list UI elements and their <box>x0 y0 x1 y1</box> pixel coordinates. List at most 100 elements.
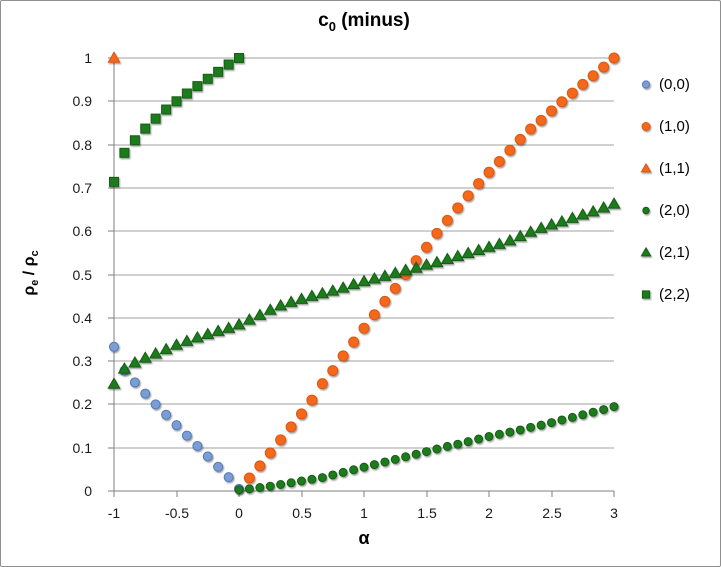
marker-2-1 <box>138 351 152 363</box>
marker-0-0 <box>109 341 119 352</box>
marker-1-0 <box>598 61 610 73</box>
marker-2-0 <box>547 418 556 428</box>
legend-marker-icon <box>640 162 652 173</box>
marker-2-0 <box>286 478 296 488</box>
marker-2-0 <box>526 422 536 432</box>
marker-1-0 <box>608 52 620 64</box>
marker-2-1 <box>555 214 569 227</box>
marker-2-1 <box>461 246 475 258</box>
marker-2-1 <box>253 308 267 320</box>
marker-2-2 <box>223 59 234 70</box>
marker-2-0 <box>432 444 442 454</box>
marker-0-0 <box>213 461 224 472</box>
marker-2-1 <box>315 286 329 299</box>
legend-item-1-0: (1,0) <box>639 116 690 136</box>
series-(2,2) <box>109 53 244 187</box>
marker-2-1 <box>242 313 256 325</box>
legend-label: (2,1) <box>659 243 690 261</box>
marker-2-1 <box>388 266 402 278</box>
marker-2-1 <box>149 346 163 359</box>
marker-2-1 <box>128 356 142 368</box>
legend-item-2-2: (2,2) <box>639 284 690 304</box>
marker-2-0 <box>401 452 411 462</box>
marker-2-0 <box>474 434 484 444</box>
marker-2-2 <box>192 81 203 92</box>
legend-label: (1,1) <box>659 159 690 177</box>
legend-item-2-0: (2,0) <box>639 200 690 220</box>
marker-1-0 <box>389 282 401 294</box>
marker-1-0 <box>462 190 474 202</box>
marker-2-1 <box>222 321 236 333</box>
chart-title: c0 (minus) <box>114 10 614 34</box>
marker-1-0 <box>535 114 547 126</box>
y-axis-title: ρe / ρc <box>21 250 41 295</box>
marker-2-1 <box>326 284 340 296</box>
marker-2-0 <box>244 484 254 494</box>
marker-2-2 <box>181 88 192 99</box>
marker-1-0 <box>431 227 443 239</box>
marker-0-0 <box>202 451 213 462</box>
marker-2-1 <box>607 197 621 209</box>
marker-2-0 <box>390 454 400 464</box>
marker-1-0 <box>337 350 349 362</box>
marker-2-1 <box>305 289 319 301</box>
marker-2-2 <box>171 96 182 107</box>
series-(1,0) <box>243 52 620 484</box>
y-tick-label: 0.4 <box>73 310 93 326</box>
marker-2-1 <box>263 303 277 315</box>
marker-2-1 <box>294 292 309 304</box>
marker-1-0 <box>275 434 287 446</box>
legend-marker-icon <box>641 290 651 299</box>
marker-2-0 <box>234 485 244 495</box>
x-tick-label: 2.5 <box>542 505 562 521</box>
marker-1-0 <box>577 78 589 90</box>
marker-2-1 <box>190 330 204 343</box>
y-tick-label: 0.3 <box>73 353 93 369</box>
marker-2-1 <box>159 342 173 355</box>
marker-2-1 <box>534 221 548 233</box>
marker-2-0 <box>536 420 546 430</box>
marker-0-0 <box>129 377 140 388</box>
marker-2-1 <box>451 249 465 262</box>
marker-2-2 <box>202 73 213 84</box>
marker-2-1 <box>211 324 225 336</box>
marker-2-0 <box>328 470 338 480</box>
marker-1-0 <box>514 133 526 145</box>
y-tick-label: 0.8 <box>73 137 93 153</box>
marker-1-0 <box>641 122 651 131</box>
marker-2-1 <box>492 237 506 249</box>
marker-2-1 <box>640 246 652 257</box>
marker-2-1 <box>180 334 194 346</box>
marker-2-0 <box>453 439 463 449</box>
marker-2-1 <box>513 229 527 242</box>
marker-1-0 <box>493 155 505 167</box>
marker-2-1 <box>409 261 423 273</box>
marker-0-0 <box>641 80 651 89</box>
marker-2-0 <box>265 481 275 491</box>
marker-2-1 <box>419 258 434 270</box>
y-tick-label: 0.7 <box>73 180 93 196</box>
marker-2-1 <box>544 217 559 230</box>
marker-2-0 <box>494 429 504 439</box>
marker-2-0 <box>422 447 431 457</box>
marker-2-1 <box>232 317 246 330</box>
x-tick-label: 2 <box>485 505 493 521</box>
marker-2-0 <box>578 410 588 420</box>
y-tick-label: 0.6 <box>73 223 93 239</box>
marker-0-0 <box>223 472 234 483</box>
marker-0-0 <box>150 399 161 410</box>
y-tick-label: 1 <box>84 50 92 66</box>
marker-2-1 <box>524 225 538 237</box>
marker-2-2 <box>234 53 244 63</box>
marker-2-0 <box>359 462 369 472</box>
marker-2-1 <box>576 207 590 220</box>
marker-2-1 <box>472 243 486 255</box>
legend-item-1-1: (1,1) <box>639 158 690 178</box>
chart-title-rest: (minus) <box>335 10 410 31</box>
legend-marker-icon <box>640 246 652 257</box>
legend-label: (2,2) <box>659 285 690 303</box>
chart-title-subscript: 0 <box>328 18 336 34</box>
marker-0-0 <box>192 440 203 451</box>
series-(2,0) <box>234 402 619 495</box>
legend-marker-icon <box>641 80 651 89</box>
